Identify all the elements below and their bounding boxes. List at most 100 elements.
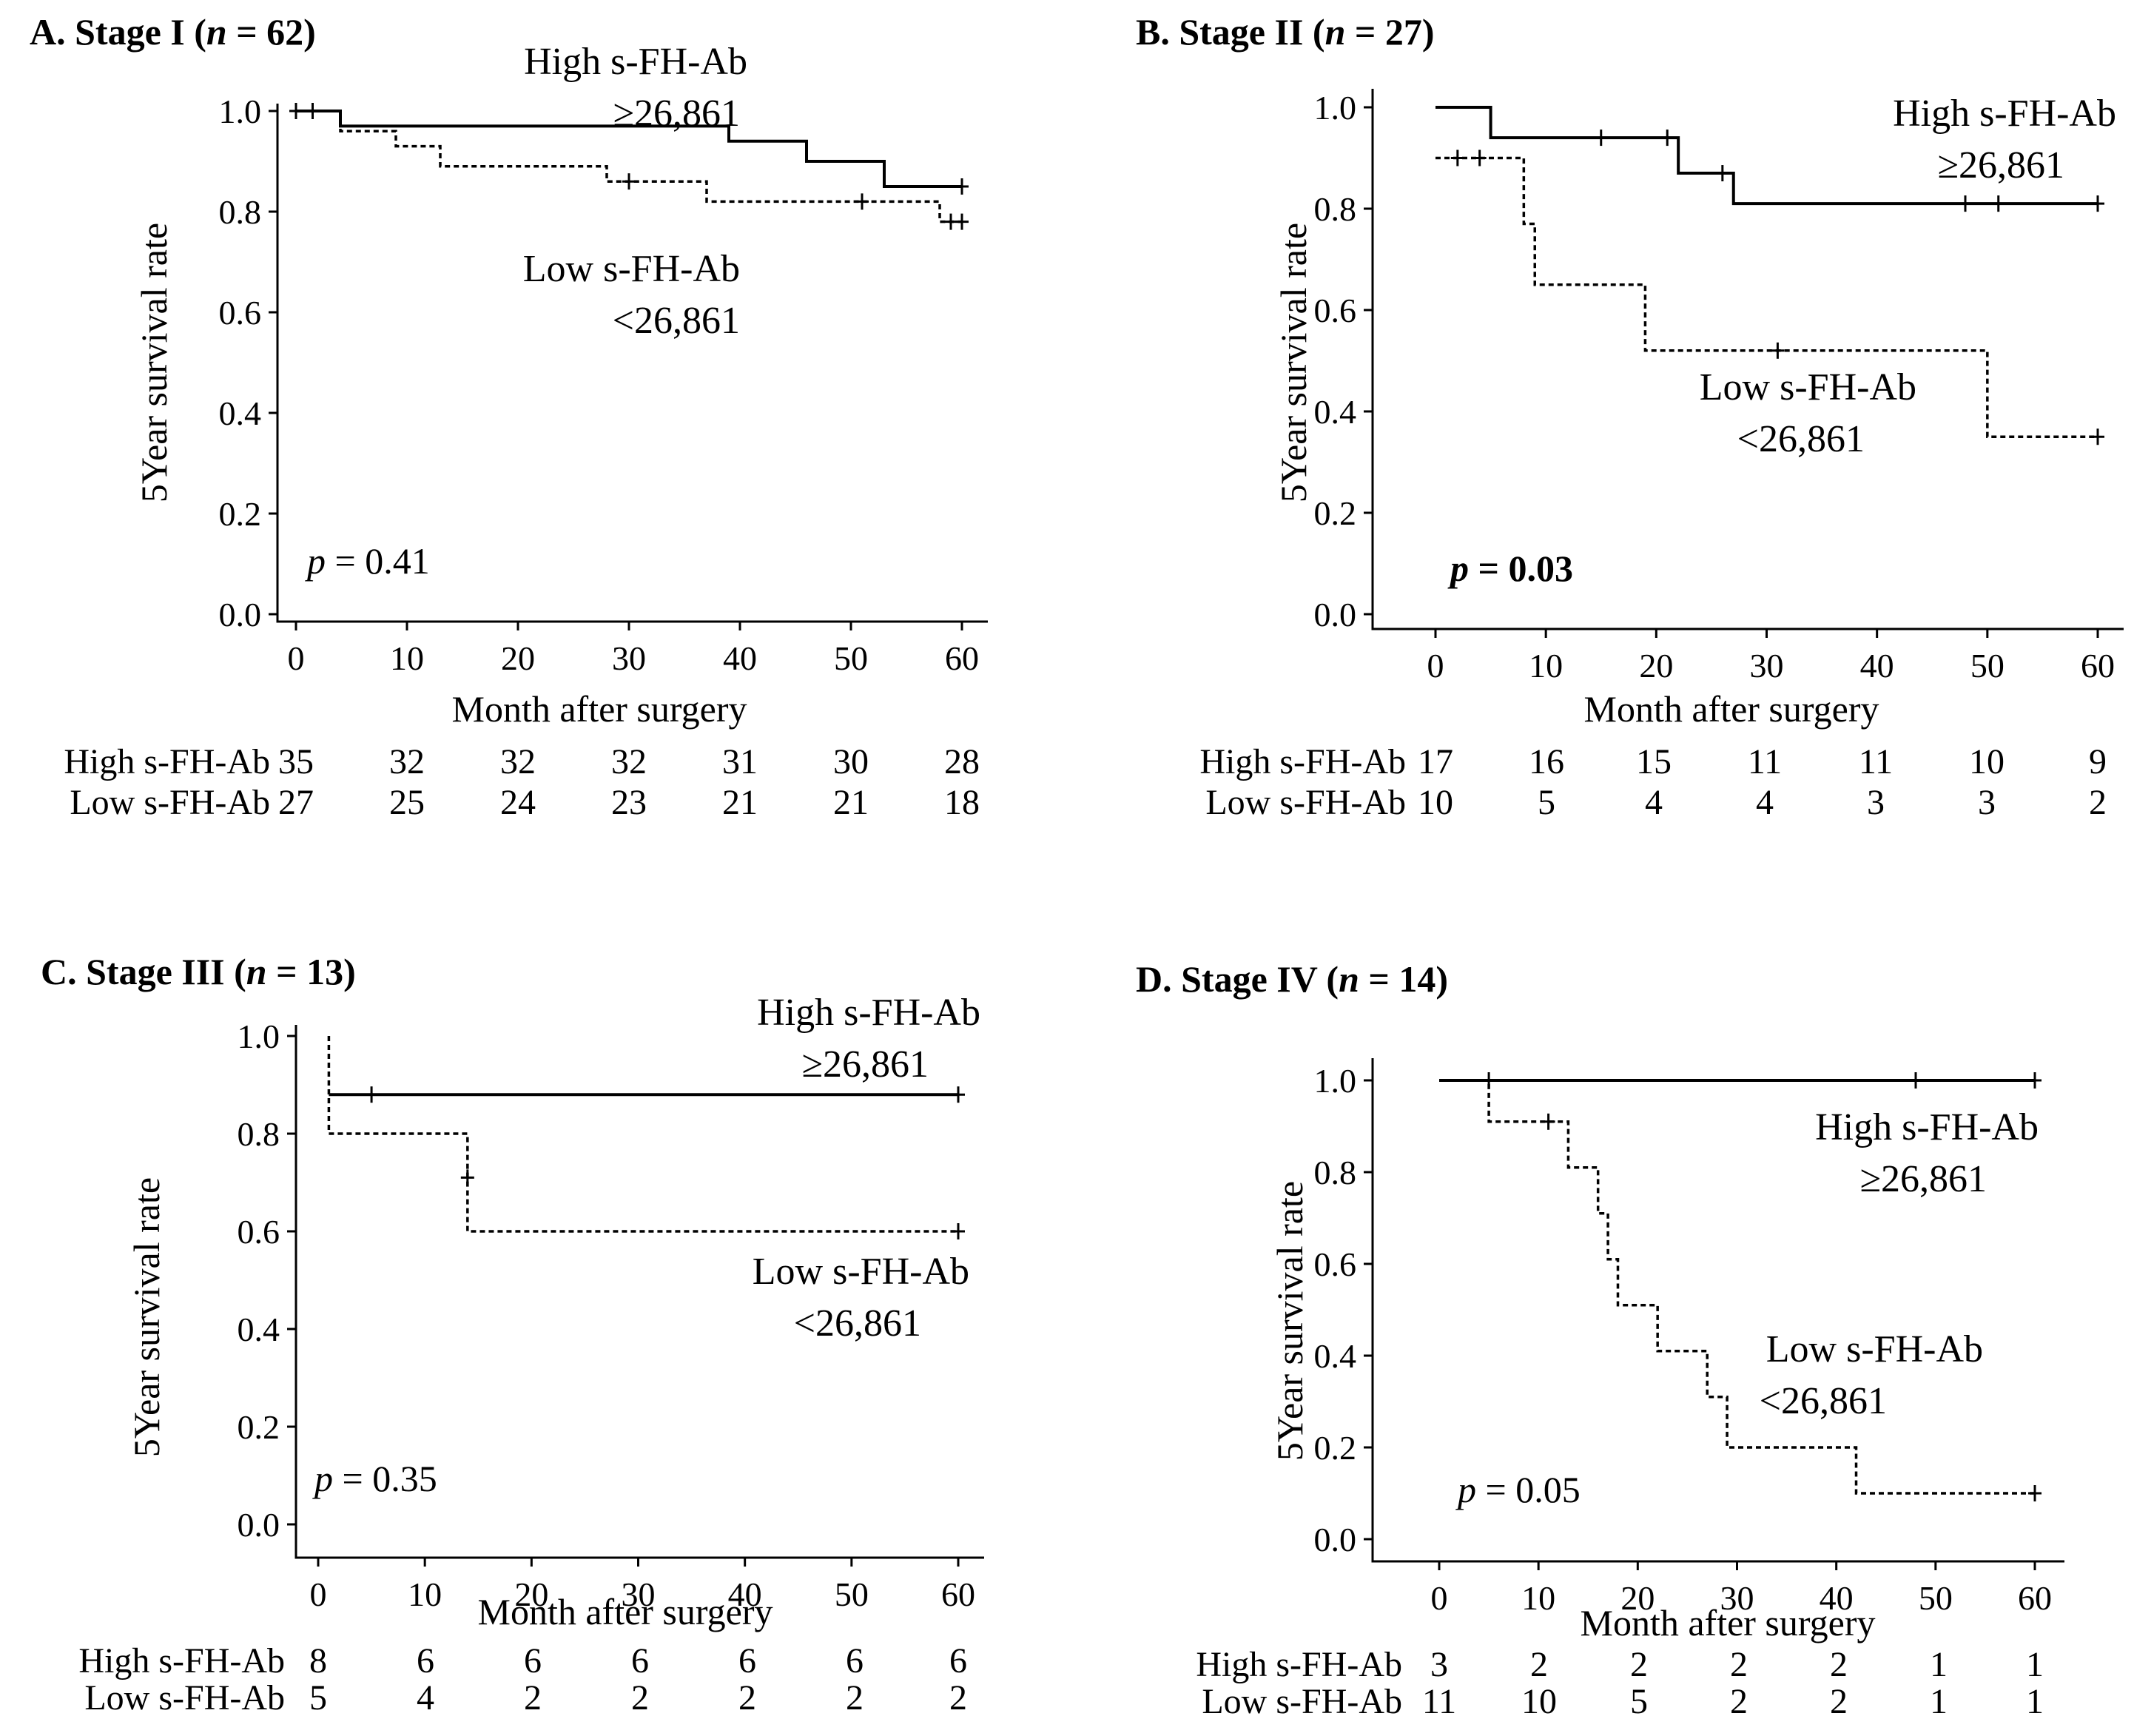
x-tick-label: 30: [1750, 647, 1784, 684]
p-value-text: = 0.05: [1476, 1469, 1581, 1510]
risk-count: 9: [2089, 742, 2107, 781]
y-axis-label: 5Year survival rate: [126, 1177, 167, 1457]
risk-count: 1: [2026, 1645, 2044, 1684]
axes-frame: [294, 1025, 984, 1559]
y-tick-label: 0.4: [1314, 393, 1357, 431]
risk-count: 2: [1530, 1645, 1548, 1684]
low-series-name: Low s-FH-Ab: [1766, 1328, 1983, 1370]
p-value-text: = 0.41: [326, 540, 430, 582]
p-symbol: p: [305, 540, 326, 582]
axes-frame: [1371, 89, 2124, 630]
risk-count: 2: [1830, 1682, 1848, 1721]
panel-c: C. Stage III (n = 13) 0.0 0.2 0.4 0.6 0.8 1.0 0…: [41, 951, 984, 1718]
x-tick-label: 50: [835, 1575, 869, 1613]
risk-count: 3: [1867, 783, 1885, 822]
y-tick-label: 0.2: [1314, 494, 1357, 532]
p-value-text: = 0.03: [1469, 548, 1573, 589]
x-tick-label: 0: [310, 1575, 327, 1613]
low-survival-curve: [327, 1036, 958, 1233]
risk-count: 10: [1969, 742, 2005, 781]
p-value: p = 0.03: [1447, 548, 1573, 589]
x-tick-label: 60: [941, 1575, 975, 1613]
high-survival-curve: [296, 110, 962, 188]
x-tick-label: 20: [1639, 647, 1673, 684]
risk-count: 1: [2026, 1682, 2044, 1721]
risk-count: 25: [389, 783, 425, 822]
y-tick-label: 0.2: [238, 1408, 280, 1446]
high-series-name: High s-FH-Ab: [524, 41, 747, 83]
risk-count: 6: [631, 1641, 649, 1681]
axes-frame: [276, 104, 988, 623]
high-threshold: ≥26,861: [1859, 1158, 1987, 1200]
risk-count: 2: [631, 1678, 649, 1718]
y-tick-label: 0.4: [238, 1311, 280, 1348]
x-tick-label: 30: [612, 639, 646, 677]
x-tick-label: 40: [728, 1575, 762, 1613]
risk-row-label: Low s-FH-Ab: [84, 1678, 285, 1718]
x-tick-label: 60: [945, 639, 979, 677]
risk-count: 32: [389, 742, 425, 781]
panel-b: B. Stage II (n = 27) 0.0 0.2 0.4 0.6 0.8 1.0 0 1…: [1136, 11, 2124, 822]
x-tick-label: 10: [1521, 1579, 1555, 1617]
risk-count: 32: [500, 742, 536, 781]
risk-count: 11: [1422, 1682, 1456, 1721]
title-n: n: [246, 951, 267, 992]
risk-count: 35: [278, 742, 314, 781]
y-tick-label: 0.8: [1314, 190, 1357, 228]
risk-row-label: Low s-FH-Ab: [70, 783, 270, 822]
x-tick-label: 50: [834, 639, 868, 677]
y-tick-label: 0.6: [1314, 292, 1357, 329]
risk-count: 4: [417, 1678, 434, 1718]
x-tick-label: 40: [1820, 1579, 1854, 1617]
x-tick-label: 0: [1431, 1579, 1448, 1617]
risk-count: 2: [524, 1678, 542, 1718]
y-tick-label: 0.0: [219, 596, 262, 633]
risk-count: 2: [1730, 1645, 1748, 1684]
p-symbol: p: [312, 1458, 333, 1499]
x-axis-label: Month after surgery: [1584, 688, 1879, 730]
risk-count: 6: [846, 1641, 864, 1681]
y-tick-label: 1.0: [219, 92, 262, 130]
risk-count: 11: [1748, 742, 1782, 781]
x-tick-label: 30: [622, 1575, 656, 1613]
p-value: p = 0.05: [1455, 1469, 1581, 1510]
risk-count: 27: [278, 783, 314, 822]
risk-count: 17: [1418, 742, 1453, 781]
risk-row-label: High s-FH-Ab: [64, 742, 270, 781]
panel-title: D. Stage IV (n = 14): [1136, 958, 1448, 1000]
p-value: p = 0.41: [305, 540, 430, 582]
risk-count: 16: [1529, 742, 1564, 781]
risk-count: 10: [1418, 783, 1453, 822]
x-tick-label: 50: [1919, 1579, 1953, 1617]
x-tick-label: 10: [408, 1575, 442, 1613]
title-prefix: C. Stage III (: [41, 951, 246, 992]
y-tick-label: 0.8: [219, 193, 262, 231]
y-tick-label: 1.0: [1314, 1062, 1357, 1100]
low-threshold: <26,861: [1737, 418, 1865, 460]
p-value-text: = 0.35: [333, 1458, 437, 1499]
risk-count: 30: [833, 742, 869, 781]
risk-count: 3: [1978, 783, 1996, 822]
low-series-name: Low s-FH-Ab: [523, 248, 740, 290]
risk-row-label: High s-FH-Ab: [78, 1641, 285, 1681]
risk-count: 21: [722, 783, 758, 822]
risk-count: 4: [1756, 783, 1774, 822]
low-threshold: <26,861: [613, 300, 740, 342]
title-prefix: B. Stage II (: [1136, 11, 1325, 53]
risk-count: 21: [833, 783, 869, 822]
high-series-name: High s-FH-Ab: [1893, 92, 2116, 135]
y-tick-label: 0.4: [219, 394, 262, 432]
risk-count: 5: [1630, 1682, 1648, 1721]
x-tick-label: 20: [1620, 1579, 1655, 1617]
high-threshold: ≥26,861: [1937, 144, 2064, 186]
risk-count: 5: [1538, 783, 1555, 822]
x-tick-label: 30: [1720, 1579, 1754, 1617]
x-tick-label: 20: [514, 1575, 548, 1613]
risk-count: 2: [738, 1678, 756, 1718]
y-tick-label: 0.6: [219, 294, 262, 332]
low-survival-curve: [296, 110, 962, 223]
risk-count: 2: [1830, 1645, 1848, 1684]
risk-count: 23: [611, 783, 647, 822]
risk-row-label: High s-FH-Ab: [1199, 742, 1406, 781]
